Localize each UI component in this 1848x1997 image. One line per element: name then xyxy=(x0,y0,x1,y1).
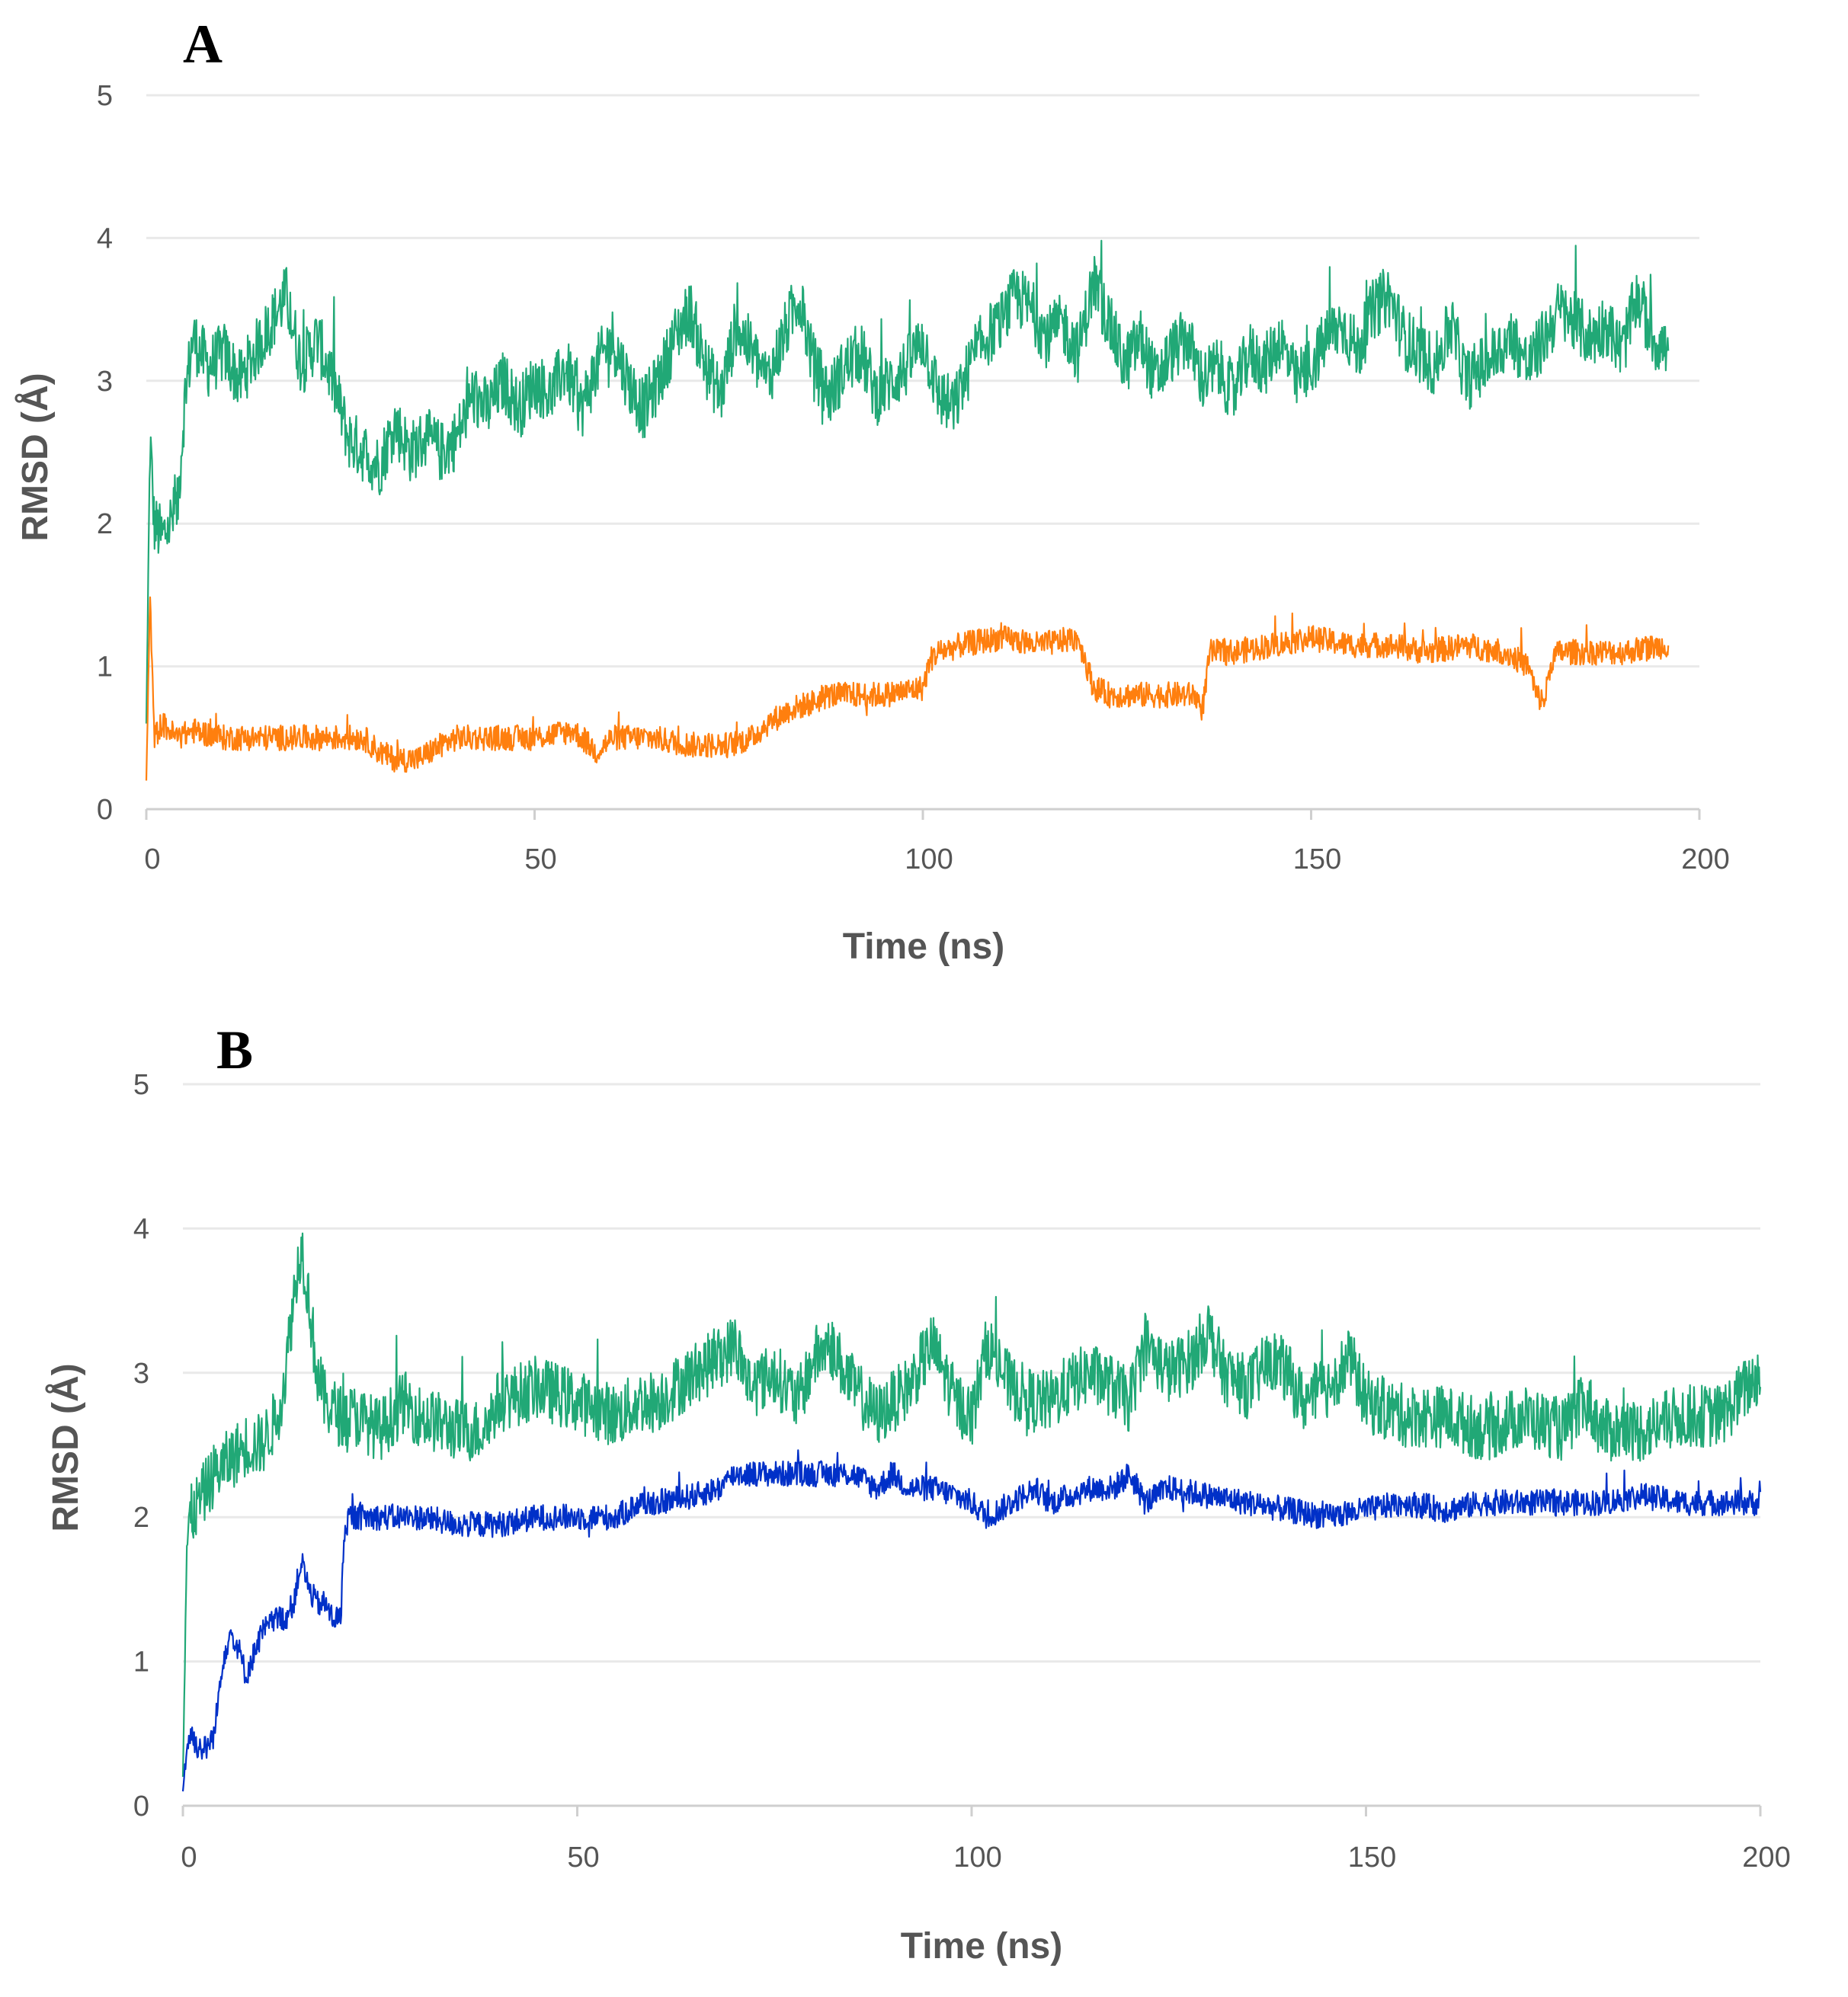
panel-b-gridlines xyxy=(183,1083,1760,1663)
panel-b-y-tick-5: 5 xyxy=(133,1069,149,1101)
panel-b-y-tick-2: 2 xyxy=(133,1502,149,1534)
panel-a: A 0 1 2 3 4 5 0 50 100 150 200 Time (ns) RMSD (Å) xyxy=(14,14,1730,967)
panel-b: B 0 1 2 3 4 5 0 50 100 150 200 Time (ns) RMSD (Å) xyxy=(45,1019,1791,1967)
panel-a-x-axis-title: Time (ns) xyxy=(843,926,1004,967)
panel-a-x-tick-150: 150 xyxy=(1293,843,1341,875)
panel-a-x-tick-0: 0 xyxy=(144,843,160,875)
panel-b-x-tick-100: 100 xyxy=(953,1842,1001,1874)
panel-a-y-axis-title: RMSD (Å) xyxy=(14,373,56,541)
panel-a-series-orange xyxy=(145,596,1670,781)
panel-a-x-ticks: 0 50 100 150 200 xyxy=(144,809,1730,875)
panel-a-x-tick-100: 100 xyxy=(905,843,953,875)
panel-b-y-tick-1: 1 xyxy=(133,1647,149,1679)
panel-a-x-tick-200: 200 xyxy=(1681,843,1729,875)
panel-b-x-tick-50: 50 xyxy=(567,1842,599,1874)
panel-a-y-tick-0: 0 xyxy=(97,794,113,826)
panel-a-y-tick-3: 3 xyxy=(97,366,113,398)
panel-a-y-tick-5: 5 xyxy=(97,80,113,112)
panel-b-y-tick-0: 0 xyxy=(133,1791,149,1823)
panel-b-x-tick-150: 150 xyxy=(1348,1842,1396,1874)
panel-a-series xyxy=(145,239,1670,781)
panel-b-y-tick-3: 3 xyxy=(133,1358,149,1390)
panel-a-x-tick-50: 50 xyxy=(524,843,556,875)
panel-a-y-ticks: 0 1 2 3 4 5 xyxy=(97,80,113,826)
panel-a-y-tick-1: 1 xyxy=(97,651,113,683)
panel-b-letter: B xyxy=(216,1019,253,1080)
panel-b-series-green xyxy=(181,1232,1762,1778)
panel-b-x-axis-title: Time (ns) xyxy=(901,1926,1062,1967)
panel-b-y-tick-4: 4 xyxy=(133,1213,149,1245)
panel-a-gridlines xyxy=(146,94,1699,668)
panel-b-series-blue xyxy=(181,1449,1762,1792)
panel-b-y-axis-title: RMSD (Å) xyxy=(45,1363,86,1531)
panel-b-x-tick-0: 0 xyxy=(181,1842,197,1874)
panel-a-series-green xyxy=(145,239,1670,724)
panel-a-y-tick-2: 2 xyxy=(97,508,113,540)
panel-b-series xyxy=(181,1232,1762,1792)
panel-b-x-tick-200: 200 xyxy=(1742,1842,1790,1874)
panel-a-letter: A xyxy=(183,14,223,75)
panel-b-y-ticks: 0 1 2 3 4 5 xyxy=(133,1069,149,1823)
panel-a-y-tick-4: 4 xyxy=(97,222,113,254)
panel-b-x-ticks: 0 50 100 150 200 xyxy=(181,1806,1791,1874)
